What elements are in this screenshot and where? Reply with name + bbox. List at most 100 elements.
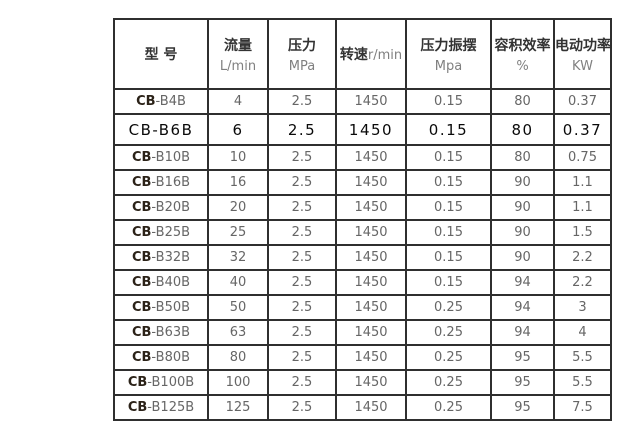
cell-value: 2.5 [267, 194, 337, 221]
col-header-motor-power: 电动功率 KW [553, 18, 612, 90]
cell-model: CB-B20B [113, 194, 209, 221]
cell-value: 1450 [335, 144, 407, 171]
cell-value: 5.5 [553, 344, 612, 371]
cell-value: 63 [207, 319, 269, 346]
header-row: 型 号 流量 L/min 压力 MPa 转速r/min 压力振摆 Mpa [113, 18, 612, 90]
cell-value: 2.5 [267, 219, 337, 246]
cell-value: 1450 [335, 88, 407, 115]
cell-value: 2.5 [267, 144, 337, 171]
table-row: CB-B63B 63 2.5 1450 0.25 94 4 [113, 319, 612, 346]
cell-value: 2.5 [267, 369, 337, 396]
cell-value: 1450 [335, 369, 407, 396]
cell-value: 0.25 [405, 369, 492, 396]
cell-value: 1.5 [553, 219, 612, 246]
cell-value: 125 [207, 394, 269, 421]
cell-model: CB-B25B [113, 219, 209, 246]
cell-model: CB-B125B [113, 394, 209, 421]
table-row: CB-B50B 50 2.5 1450 0.25 94 3 [113, 294, 612, 321]
cell-model: CB-B16B [113, 169, 209, 196]
cell-model: CB-B100B [113, 369, 209, 396]
cell-value: 7.5 [553, 394, 612, 421]
cell-value: 90 [490, 219, 555, 246]
table-row: CB-B32B 32 2.5 1450 0.15 90 2.2 [113, 244, 612, 271]
cell-value: 4 [207, 88, 269, 115]
cell-value: 16 [207, 169, 269, 196]
table-header: 型 号 流量 L/min 压力 MPa 转速r/min 压力振摆 Mpa [113, 18, 612, 90]
cell-value: 90 [490, 194, 555, 221]
cell-model: CB-B80B [113, 344, 209, 371]
cell-value: 2.5 [267, 169, 337, 196]
cell-value: 1450 [335, 244, 407, 271]
table-body: CB-B4B 4 2.5 1450 0.15 80 0.37 CB-B6B 6 … [113, 88, 612, 421]
spec-table: 型 号 流量 L/min 压力 MPa 转速r/min 压力振摆 Mpa [113, 18, 612, 421]
cell-value: 95 [490, 344, 555, 371]
table-row: CB-B20B 20 2.5 1450 0.15 90 1.1 [113, 194, 612, 221]
cell-model: CB-B4B [113, 88, 209, 115]
table-row: CB-B125B 125 2.5 1450 0.25 95 7.5 [113, 394, 612, 421]
cell-value: 0.25 [405, 344, 492, 371]
cell-value: 0.75 [553, 144, 612, 171]
cell-value: 94 [490, 269, 555, 296]
cell-model: CB-B10B [113, 144, 209, 171]
cell-value: 5.5 [553, 369, 612, 396]
cell-value: 0.37 [553, 113, 612, 146]
table-row: CB-B80B 80 2.5 1450 0.25 95 5.5 [113, 344, 612, 371]
cell-value: 100 [207, 369, 269, 396]
cell-value: 1450 [335, 294, 407, 321]
col-header-model-label: 型 号 [144, 47, 178, 63]
cell-value: 2.5 [267, 88, 337, 115]
cell-value: 20 [207, 194, 269, 221]
cell-value: 80 [490, 113, 555, 146]
col-header-pressure: 压力 MPa [267, 18, 337, 90]
cell-value: 2.5 [267, 344, 337, 371]
cell-value: 1450 [335, 113, 407, 146]
cell-value: 0.25 [405, 394, 492, 421]
cell-model: CB-B32B [113, 244, 209, 271]
cell-value: 1450 [335, 344, 407, 371]
cell-value: 0.15 [405, 269, 492, 296]
cell-value: 95 [490, 369, 555, 396]
cell-value: 0.37 [553, 88, 612, 115]
cell-value: 94 [490, 294, 555, 321]
cell-value: 2.5 [267, 319, 337, 346]
cell-value: 1450 [335, 194, 407, 221]
cell-value: 94 [490, 319, 555, 346]
cell-value: 4 [553, 319, 612, 346]
cell-value: 2.5 [267, 294, 337, 321]
cell-value: 80 [490, 144, 555, 171]
cell-value: 1450 [335, 394, 407, 421]
col-header-speed: 转速r/min [335, 18, 407, 90]
cell-value: 1.1 [553, 169, 612, 196]
cell-value: 1.1 [553, 194, 612, 221]
cell-value: 32 [207, 244, 269, 271]
cell-value: 0.15 [405, 144, 492, 171]
cell-model: CB-B50B [113, 294, 209, 321]
table-row: CB-B100B 100 2.5 1450 0.25 95 5.5 [113, 369, 612, 396]
cell-value: 10 [207, 144, 269, 171]
cell-value: 2.2 [553, 269, 612, 296]
cell-value: 2.5 [267, 244, 337, 271]
cell-value: 2.5 [267, 269, 337, 296]
cell-value: 1450 [335, 169, 407, 196]
table-row: CB-B4B 4 2.5 1450 0.15 80 0.37 [113, 88, 612, 115]
cell-value: 0.25 [405, 294, 492, 321]
table-row: CB-B6B 6 2.5 1450 0.15 80 0.37 [113, 113, 612, 146]
table-row: CB-B16B 16 2.5 1450 0.15 90 1.1 [113, 169, 612, 196]
col-header-model: 型 号 [113, 18, 209, 90]
table-row: CB-B10B 10 2.5 1450 0.15 80 0.75 [113, 144, 612, 171]
cell-value: 1450 [335, 219, 407, 246]
cell-model: CB-B63B [113, 319, 209, 346]
cell-value: 0.15 [405, 113, 492, 146]
cell-value: 90 [490, 169, 555, 196]
cell-value: 0.25 [405, 319, 492, 346]
cell-value: 0.15 [405, 219, 492, 246]
cell-value: 0.15 [405, 169, 492, 196]
cell-value: 0.15 [405, 194, 492, 221]
cell-value: 0.15 [405, 88, 492, 115]
cell-value: 40 [207, 269, 269, 296]
cell-value: 95 [490, 394, 555, 421]
cell-model: CB-B40B [113, 269, 209, 296]
cell-value: 2.5 [267, 394, 337, 421]
cell-value: 25 [207, 219, 269, 246]
